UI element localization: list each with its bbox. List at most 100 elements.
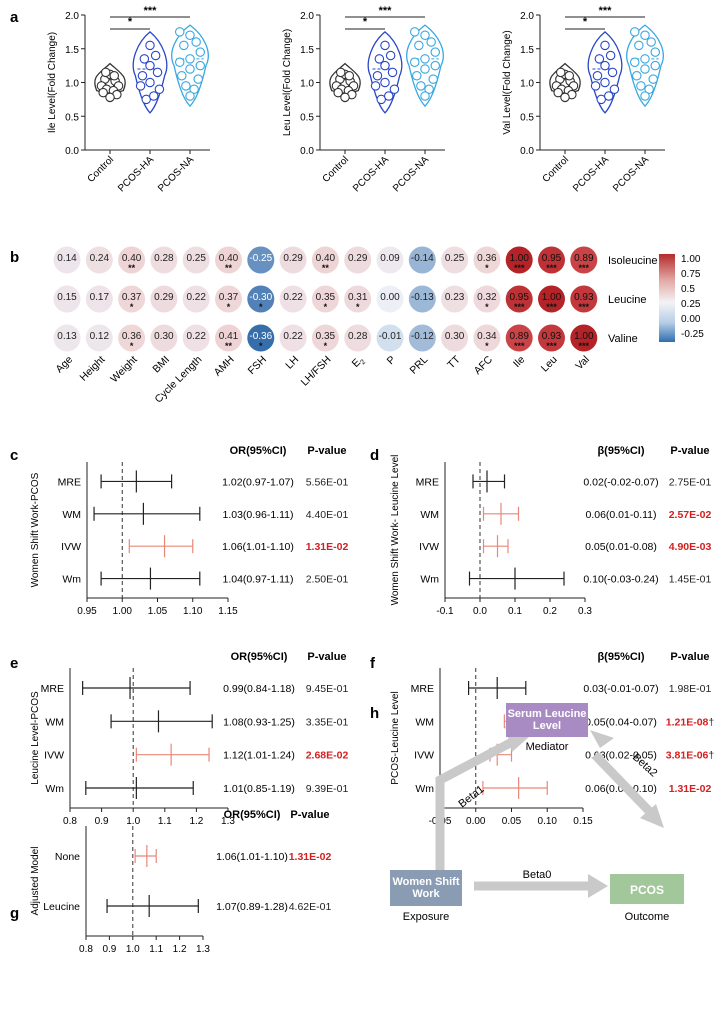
data-point	[409, 27, 420, 37]
data-point	[634, 40, 644, 51]
y-tick-label: 1.5	[300, 45, 314, 56]
x-tick-label: 0.15	[573, 816, 593, 827]
panel-h-mediation-diagram: h Serum Leucine Level Mediator Women Shi…	[370, 703, 684, 923]
data-point	[154, 84, 165, 95]
panel-a-letter: a	[10, 9, 19, 26]
estimate-header: OR(95%CI)	[224, 809, 281, 821]
corr-cell: 0.13	[53, 324, 81, 352]
estimate-value: 0.05(0.04-0.07)	[585, 716, 657, 728]
violin-pcos-na	[171, 24, 209, 108]
forest-plot-g: g 0.8 0.9 1.0 1.1 1.2 1.3 Adjusted Model OR(95%C…	[10, 809, 331, 955]
corr-cell: 0.28	[150, 246, 178, 274]
corr-circle	[538, 324, 565, 352]
dagger-mark: †	[708, 750, 714, 762]
forest-plot-c: c 0.95 1.00 1.05 1.10 1.15 Women Shift Work-PC…	[10, 445, 348, 617]
forest-plot-d: d -0.1 0.0 0.1 0.2 0.3 Women Shift Work- Leuci…	[370, 445, 711, 617]
corr-circle	[441, 285, 469, 313]
column-label: E2	[350, 354, 368, 372]
corr-value: 1.00	[542, 292, 562, 303]
estimate-value: 0.06(0.01-0.10)	[585, 783, 657, 795]
corr-value: 0.00	[380, 292, 400, 303]
x-tick-label: 1.2	[173, 944, 187, 955]
violin-plot-3: 0.0 0.5 1.0 1.5 2.0 Val Level(Fold Change) Con…	[502, 5, 665, 194]
beta0-label: Beta0	[523, 869, 552, 881]
color-legend-bar	[659, 254, 675, 342]
data-point	[646, 37, 656, 47]
corr-cell: -0.36*	[247, 324, 275, 352]
panel-g-letter: g	[10, 905, 19, 922]
data-point	[555, 67, 566, 78]
data-point	[105, 92, 115, 103]
mediator-label: Mediator	[526, 741, 569, 753]
data-point	[179, 40, 189, 51]
y-tick-label: 0.5	[520, 112, 534, 123]
data-point	[152, 67, 163, 78]
corr-cell: 1.00***	[538, 285, 565, 313]
data-point	[629, 27, 640, 37]
data-point	[600, 40, 610, 51]
corr-circle	[279, 246, 307, 274]
corr-value: 0.17	[90, 292, 110, 303]
method-label: MRE	[416, 476, 439, 488]
data-point	[185, 64, 195, 74]
violin-pcos-na	[406, 24, 444, 108]
corr-circle	[344, 246, 372, 274]
corr-stars: ***	[546, 341, 557, 351]
corr-circle	[376, 324, 404, 352]
corr-value: 0.40	[122, 253, 142, 264]
x-tick-label: 0.00	[466, 816, 486, 827]
corr-stars: *	[130, 302, 134, 312]
color-legend-tick: 1.00	[681, 254, 701, 265]
corr-cell: 0.23	[441, 285, 469, 313]
panel-e-letter: e	[10, 655, 18, 672]
corr-circle	[53, 285, 81, 313]
method-label: Wm	[415, 783, 434, 795]
p-value: 5.56E-01	[306, 476, 349, 488]
pvalue-header: P-value	[307, 651, 346, 663]
corr-cell: 0.00	[376, 285, 404, 313]
data-point	[174, 27, 185, 37]
corr-cell: 0.36*	[473, 246, 501, 274]
corr-value: 0.35	[316, 331, 336, 342]
y-tick-label: 0.0	[65, 146, 79, 157]
corr-cell: -0.30*	[247, 285, 275, 313]
corr-value: 0.41	[219, 331, 239, 342]
data-point	[389, 84, 400, 95]
corr-value: 0.37	[219, 292, 239, 303]
x-tick-label: 0.1	[508, 606, 522, 617]
corr-value: -0.01	[379, 331, 402, 342]
corr-cell: 0.29	[279, 246, 307, 274]
x-tick-label: PCOS-HA	[116, 154, 156, 194]
column-label: PRL	[407, 354, 430, 377]
data-point	[632, 71, 642, 81]
estimate-value: 1.07(0.89-1.28)	[216, 901, 288, 913]
data-point	[98, 87, 108, 98]
beta2-back-arrowhead	[590, 730, 614, 748]
corr-cell: 0.40**	[118, 246, 146, 274]
x-tick-label: 1.3	[221, 816, 235, 827]
data-point	[426, 37, 436, 47]
data-point	[590, 81, 601, 91]
panel-h-letter: h	[370, 705, 379, 722]
corr-circle	[505, 285, 533, 313]
data-point	[560, 92, 570, 103]
method-label: Wm	[45, 783, 64, 795]
corr-value: 0.28	[154, 253, 174, 264]
forest-plots: c 0.95 1.00 1.05 1.10 1.15 Women Shift Work-PC…	[10, 445, 714, 955]
color-legend-tick: 0.75	[681, 269, 701, 280]
data-point	[416, 81, 426, 91]
x-tick-label: 0.9	[102, 944, 116, 955]
corr-circle	[505, 246, 533, 274]
data-point	[430, 60, 441, 71]
corr-cell: 0.41**	[215, 324, 242, 352]
x-tick-label: 0.05	[502, 816, 522, 827]
y-tick-label: 0.5	[65, 112, 79, 123]
corr-circle	[215, 246, 242, 274]
corr-cell: 1.00***	[570, 324, 598, 352]
corr-circle	[53, 246, 81, 274]
estimate-value: 1.08(0.93-1.25)	[223, 716, 295, 728]
corr-stars: **	[128, 263, 136, 273]
sig-label-2: ***	[379, 5, 393, 17]
x-tick-label: Control	[321, 154, 352, 185]
x-tick-label: 1.1	[149, 944, 163, 955]
